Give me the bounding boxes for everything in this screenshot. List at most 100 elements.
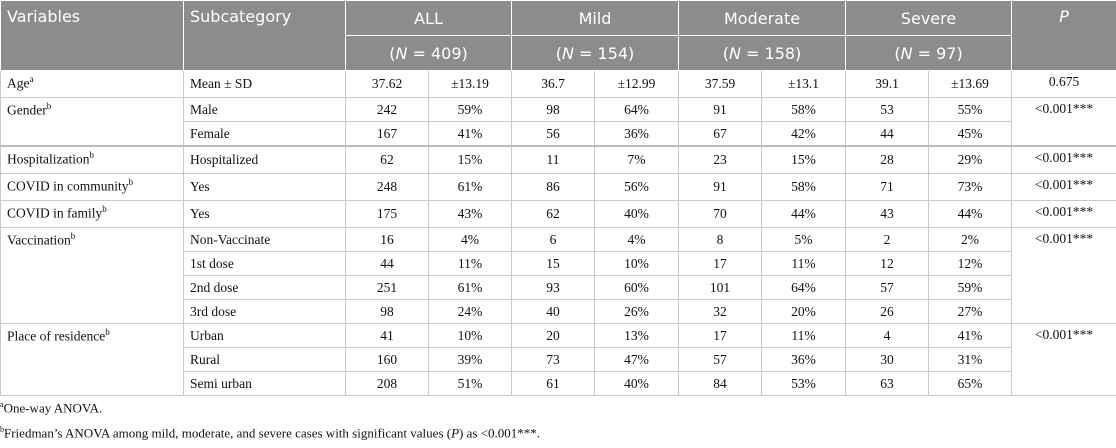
value-cell: 55% xyxy=(928,97,1013,122)
value-cell: 17 xyxy=(678,323,763,348)
value-cell: ±13.69 xyxy=(928,70,1013,98)
value-cell: 84 xyxy=(678,371,763,396)
n-count: (N = 409) xyxy=(345,35,512,71)
value-cell: 2 xyxy=(845,227,930,252)
value-cell: 23 xyxy=(678,145,763,174)
value-cell: 12 xyxy=(845,251,930,276)
footnote-text: One-way ANOVA. xyxy=(3,400,103,416)
table-row: COVID in communityb Yes 248 61% 86 56% 91 58% 71… xyxy=(0,173,1116,201)
value-cell: 242 xyxy=(345,97,429,122)
table-row: COVID in familyb Yes 175 43% 62 40% 70 44% 43 44%… xyxy=(0,200,1116,228)
value-cell: 28 xyxy=(845,145,930,174)
n-count: (N = 158) xyxy=(678,35,847,71)
value-cell: 101 xyxy=(678,275,763,300)
value-cell: 58% xyxy=(761,173,847,201)
value-cell: 5% xyxy=(761,227,847,252)
subcategory: 1st dose xyxy=(183,251,346,276)
value-cell: 13% xyxy=(593,323,680,348)
p-value: <0.001*** xyxy=(1011,145,1116,174)
value-cell: 73% xyxy=(928,173,1013,201)
footnote-mark: a xyxy=(29,74,34,84)
table-body: Agea Mean ± SD 37.62 ±13.19 36.7 ±12.99 37.59 ±… xyxy=(0,70,1116,396)
value-cell: 98 xyxy=(345,299,429,324)
variable-cell: Vaccinationb xyxy=(0,227,184,324)
table-row: Female 167 41% 56 36% 67 42% 44 45% xyxy=(1,121,1116,147)
value-cell: ±13.1 xyxy=(761,70,847,98)
value-cell: 60% xyxy=(593,275,680,300)
value-cell: 86 xyxy=(511,173,595,201)
value-cell: 20 xyxy=(511,323,595,348)
header-row: Variables Subcategory ALL Mild Moderate Sever… xyxy=(0,0,1116,71)
value-cell: 39% xyxy=(428,347,512,372)
value-cell: 58% xyxy=(761,97,847,122)
subcategory: Mean ± SD xyxy=(183,70,346,98)
subcategory: 2nd dose xyxy=(183,275,346,300)
column-header: Variables xyxy=(0,0,184,71)
table-row: Semi urban 208 51% 61 40% 84 53% 63 65% xyxy=(1,371,1116,396)
value-cell: 7% xyxy=(593,145,680,174)
value-cell: ±12.99 xyxy=(593,70,680,98)
footnote: bFriedman’s ANOVA among mild, moderate, … xyxy=(0,425,540,441)
column-header: Severe xyxy=(845,0,1013,36)
value-cell: 44% xyxy=(928,200,1013,228)
variable-name: Hospitalization xyxy=(7,151,90,167)
value-cell: 208 xyxy=(345,371,429,396)
value-cell: 16 xyxy=(345,227,429,252)
value-cell: 61 xyxy=(511,371,595,396)
footnote: aOne-way ANOVA. xyxy=(0,400,102,416)
value-cell: 65% xyxy=(928,371,1013,396)
value-cell: 37.59 xyxy=(678,70,763,98)
value-cell: 71 xyxy=(845,173,930,201)
value-cell: 56 xyxy=(511,121,595,147)
subcategory: Non-Vaccinate xyxy=(183,227,346,252)
subcategory: Urban xyxy=(183,323,346,348)
value-cell: 44 xyxy=(345,251,429,276)
value-cell: 98 xyxy=(511,97,595,122)
value-cell: 32 xyxy=(678,299,763,324)
subcategory: Rural xyxy=(183,347,346,372)
n-symbol: N xyxy=(395,43,408,63)
footnote-mark: b xyxy=(70,231,76,241)
table-row: Rural 160 39% 73 47% 57 36% 30 31% xyxy=(1,347,1116,372)
n-suffix: = 409) xyxy=(407,43,468,63)
footnote-mark: b xyxy=(128,177,134,187)
value-cell: 51% xyxy=(428,371,512,396)
value-cell: 44 xyxy=(845,121,930,147)
value-cell: 167 xyxy=(345,121,429,147)
p-value: <0.001*** xyxy=(1011,227,1116,324)
value-cell: 91 xyxy=(678,173,763,201)
value-cell: 73 xyxy=(511,347,595,372)
value-cell: 59% xyxy=(928,275,1013,300)
footnote-text: P xyxy=(451,425,460,441)
value-cell: 36% xyxy=(761,347,847,372)
column-header: Subcategory xyxy=(183,0,346,71)
n-suffix: = 158) xyxy=(740,43,802,63)
p-value: 0.675 xyxy=(1011,70,1116,98)
value-cell: 15% xyxy=(428,145,512,174)
value-cell: 43 xyxy=(845,200,930,228)
value-cell: 45% xyxy=(928,121,1013,147)
value-cell: 17 xyxy=(678,251,763,276)
data-table: Variables Subcategory ALL Mild Moderate Sever… xyxy=(0,0,1116,396)
column-header: P xyxy=(1011,0,1116,71)
subcategory: Yes xyxy=(183,200,346,228)
value-cell: 175 xyxy=(345,200,429,228)
n-prefix: ( xyxy=(722,43,729,63)
value-cell: 15% xyxy=(761,145,847,174)
variable-cell: Hospitalizationb xyxy=(0,145,184,174)
value-cell: 41 xyxy=(345,323,429,348)
value-cell: 64% xyxy=(761,275,847,300)
subcategory: Female xyxy=(183,121,346,147)
value-cell: 15 xyxy=(511,251,595,276)
value-cell: 41% xyxy=(928,323,1013,348)
subcategory: Semi urban xyxy=(183,371,346,396)
value-cell: 40% xyxy=(593,200,680,228)
subcategory: Male xyxy=(183,97,346,122)
n-prefix: ( xyxy=(389,43,396,63)
variable-name: Age xyxy=(7,75,30,91)
value-cell: 24% xyxy=(428,299,512,324)
footnote-mark: b xyxy=(46,101,52,111)
value-cell: 53% xyxy=(761,371,847,396)
n-symbol: N xyxy=(728,43,741,63)
value-cell: ±13.19 xyxy=(428,70,512,98)
